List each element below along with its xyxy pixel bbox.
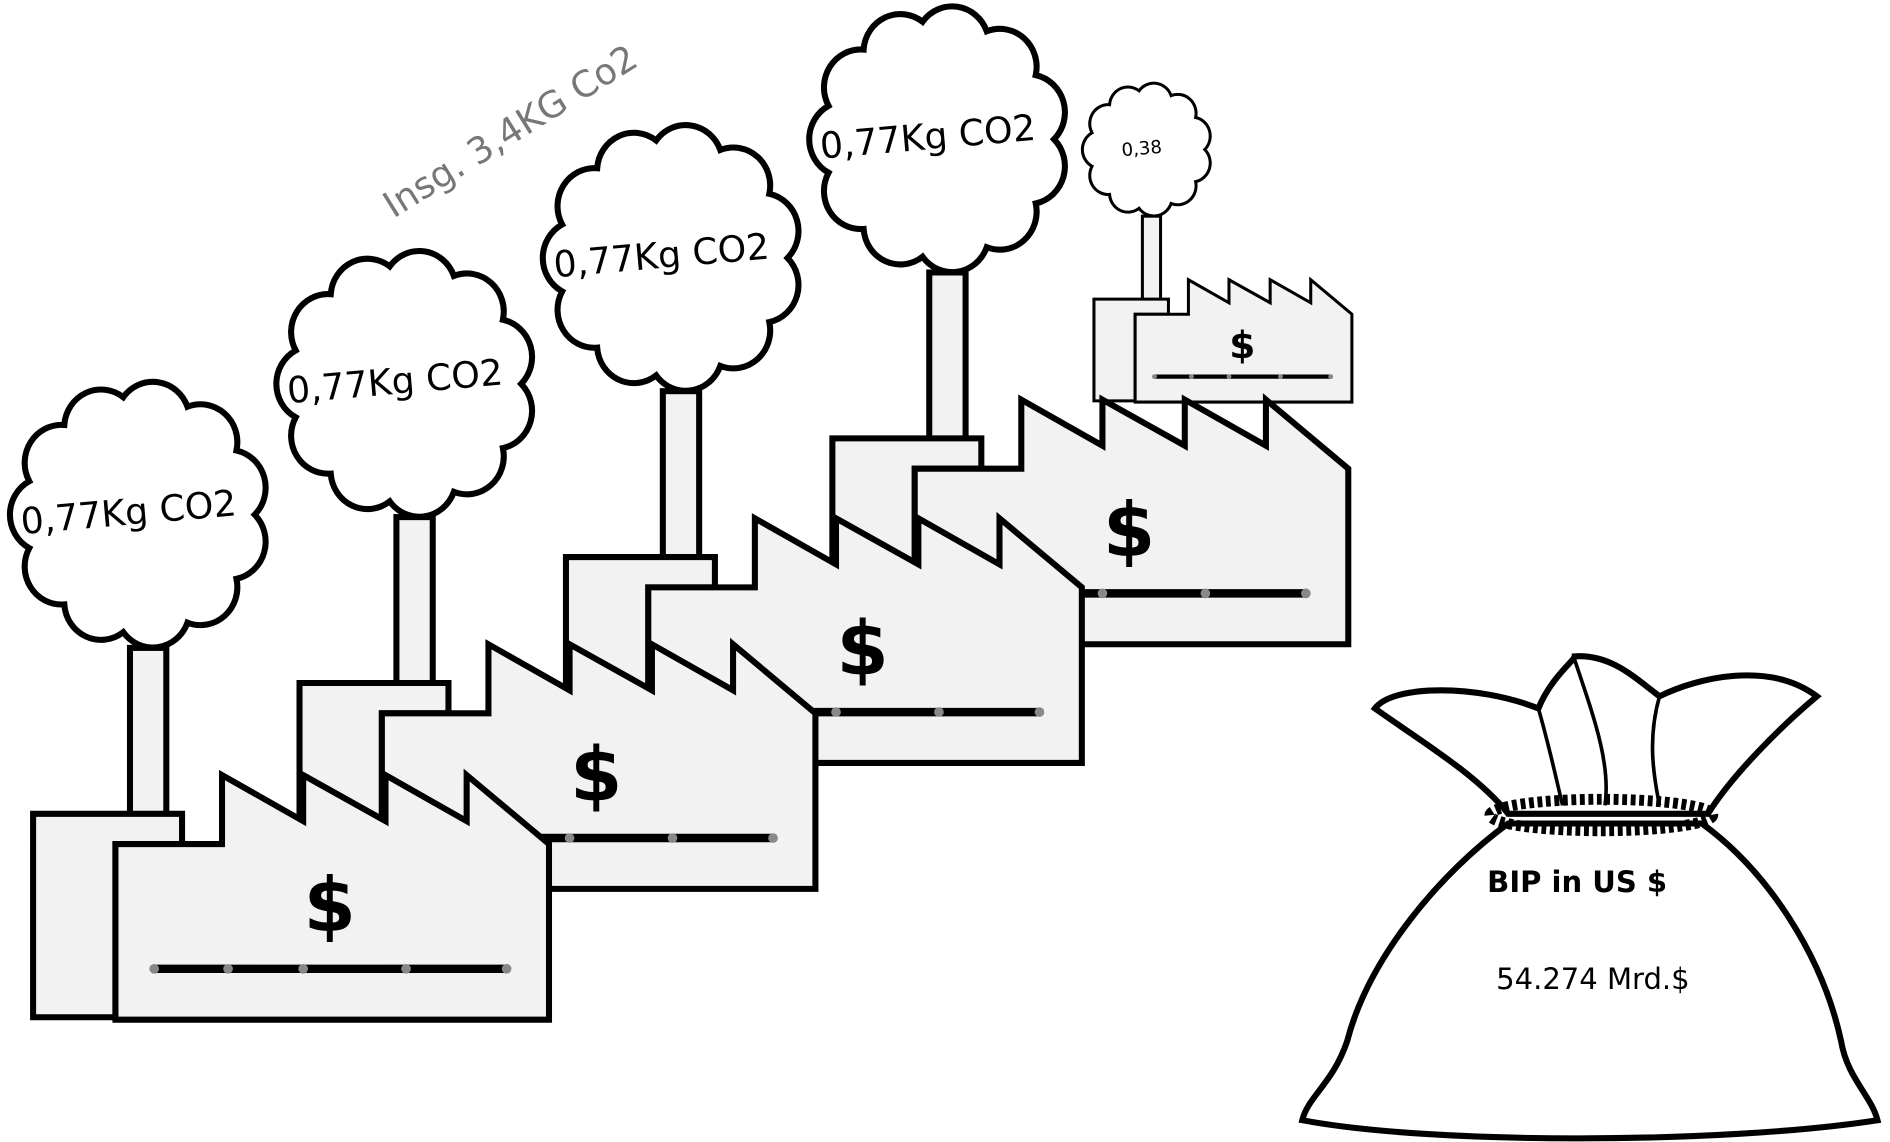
conveyor-roller [502, 964, 512, 974]
emission-label: 0,38 [1121, 137, 1163, 161]
conveyor-roller [401, 964, 411, 974]
currency-symbol: $ [304, 861, 356, 949]
factory: 0,38 $ [1082, 83, 1352, 402]
chimney [1142, 216, 1160, 301]
conveyor-roller [149, 964, 159, 974]
currency-symbol: $ [1229, 323, 1255, 367]
currency-symbol: $ [570, 730, 622, 818]
factories: 0,38$0,77Kg CO2$0,77Kg CO2$0,77Kg CO2$0,… [10, 6, 1352, 1019]
conveyor-roller [1301, 589, 1311, 599]
chimney [396, 517, 432, 687]
conveyor-roller [298, 964, 308, 974]
conveyor-roller [1035, 707, 1045, 717]
conveyor-roller [565, 833, 575, 843]
chimney [130, 648, 166, 818]
conveyor-roller [934, 707, 944, 717]
conveyor-roller [1152, 374, 1157, 379]
conveyor-roller [668, 833, 678, 843]
chimney [929, 272, 965, 442]
conveyor-roller [831, 707, 841, 717]
conveyor-roller [1227, 374, 1232, 379]
page: {"total_label": "Insg. 3,4KG Co2", "fact… [0, 0, 1890, 1142]
conveyor-roller [1189, 374, 1194, 379]
bag-value: 54.274 Mrd.$ [1496, 962, 1690, 996]
conveyor-roller [1278, 374, 1283, 379]
conveyor-roller [1098, 589, 1108, 599]
conveyor-roller [768, 833, 778, 843]
currency-symbol: $ [1103, 486, 1155, 574]
conveyor-roller [1201, 589, 1211, 599]
illustration: 0,38$0,77Kg CO2$0,77Kg CO2$0,77Kg CO2$0,… [0, 0, 1890, 1142]
bag-top [1375, 656, 1817, 814]
currency-symbol: $ [837, 604, 889, 692]
chimney [663, 391, 699, 561]
conveyor-roller [223, 964, 233, 974]
money-bag: BIP in US $ 54.274 Mrd.$ [1302, 656, 1877, 1138]
bag-title: BIP in US $ [1487, 865, 1667, 899]
conveyor-roller [1328, 374, 1333, 379]
